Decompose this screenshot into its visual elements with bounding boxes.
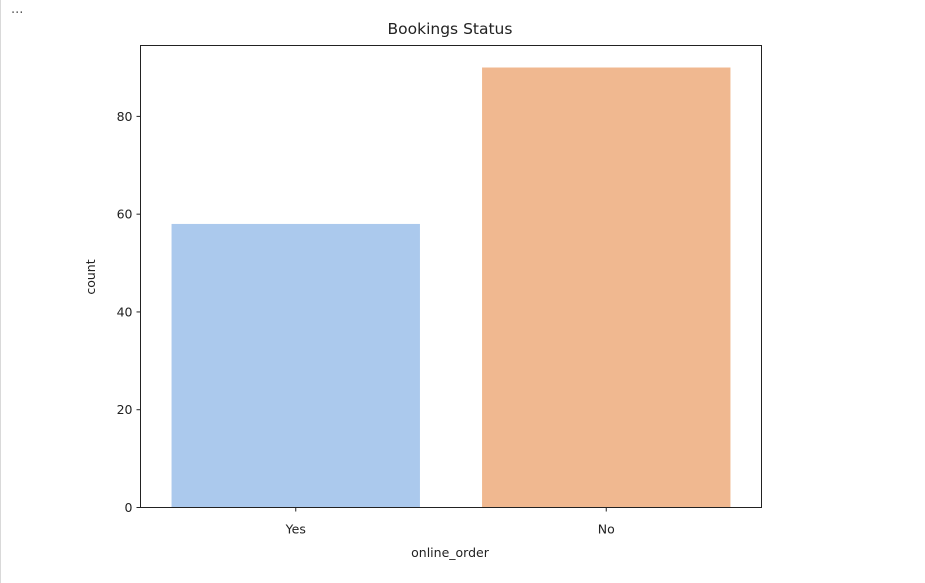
x-axis-label: online_order: [411, 545, 490, 560]
y-tick-label: 20: [117, 402, 133, 417]
y-tick-label: 80: [117, 109, 133, 124]
output-cell-border: [0, 0, 1, 583]
y-tick-label: 0: [125, 500, 133, 515]
plot-frame: [140, 45, 762, 508]
bars-group: [171, 67, 731, 508]
x-tick-label: No: [598, 522, 615, 537]
chart-title: Bookings Status: [388, 20, 513, 38]
y-axis-label: count: [83, 259, 98, 294]
x-axis: Yes No: [285, 507, 615, 537]
bar-yes: [171, 223, 420, 508]
y-tick-label: 40: [117, 304, 133, 319]
bar-no: [482, 67, 731, 508]
output-collapse-ellipsis[interactable]: ...: [11, 2, 24, 17]
y-tick-label: 60: [117, 207, 133, 222]
y-axis: 0 20 40 60 80: [117, 109, 141, 515]
x-tick-label: Yes: [285, 522, 306, 537]
